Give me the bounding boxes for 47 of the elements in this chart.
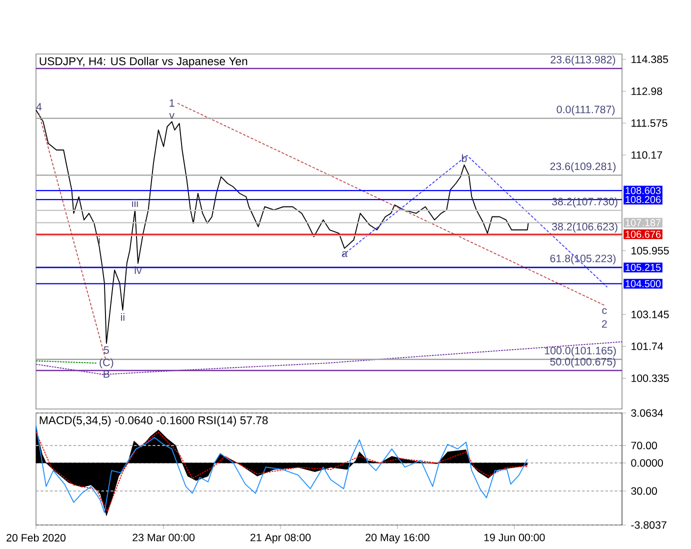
y-tick-label: 103.145 xyxy=(632,310,669,318)
ref-line-label: 104.500 xyxy=(626,280,661,288)
x-tick-label: 20 Feb 2020 xyxy=(6,534,66,542)
x-tick-label: 23 Mar 00:00 xyxy=(132,534,195,542)
y-tick-label: 110.17 xyxy=(632,151,662,159)
annotation: 0.0(111.787) xyxy=(556,105,615,116)
y2-tick-label: 30.00 xyxy=(631,487,658,495)
y-tick-label: -3.8037 xyxy=(631,521,666,529)
ref-line-label: 107.187 xyxy=(626,219,661,226)
ref-line-label: 108.603 xyxy=(626,187,661,194)
annotation: a xyxy=(342,251,348,258)
annotation: i xyxy=(98,236,100,244)
ref-line-label: 105.215 xyxy=(626,264,661,272)
annotation: c xyxy=(602,308,607,314)
y-tick-label: 100.335 xyxy=(632,374,669,382)
x-tick-label: 19 Jun 00:00 xyxy=(484,534,545,542)
annotation: ii xyxy=(121,312,124,321)
annotation: 100.0(101.165) xyxy=(544,346,616,356)
annotation: 50.0(100.675) xyxy=(550,358,616,368)
annotation: 38.2(106.623) xyxy=(552,222,618,233)
annotation: 1 xyxy=(170,99,174,107)
ref-line-label: 106.676 xyxy=(626,230,661,238)
annotation: 23.6(109.281) xyxy=(550,162,616,172)
annotation: (C) xyxy=(100,358,114,368)
y-tick-label: 112.98 xyxy=(632,87,662,95)
annotation: 61.8(105.223) xyxy=(550,254,616,264)
x-tick-label: 20 May 16:00 xyxy=(366,534,430,544)
y-tick-label: 114.385 xyxy=(632,56,668,64)
chart-title: MACD(5,34,5) -0.0640 -0.1600 RSI(14) 57.78 xyxy=(40,416,268,426)
y2-tick-label: 70.00 xyxy=(631,442,658,450)
annotation: iii xyxy=(132,199,138,207)
annotation: 5 xyxy=(104,346,109,354)
y-tick-label: 3.0634 xyxy=(631,409,664,417)
annotation: v xyxy=(169,113,174,119)
chart-title: USDJPY, H4: US Dollar vs Japanese Yen xyxy=(40,56,248,68)
ref-line-label: 108.206 xyxy=(626,196,661,204)
annotation: b xyxy=(462,154,467,162)
annotation: 23.6(113.982) xyxy=(550,56,616,66)
y-tick-label: 111.575 xyxy=(632,119,668,127)
annotation: 4 xyxy=(36,103,42,111)
annotation: iv xyxy=(134,266,142,274)
y-tick-label: 105.955 xyxy=(632,246,669,254)
annotation: 38.2(107.730) xyxy=(552,198,618,208)
annotation: 2 xyxy=(602,320,607,328)
y-tick-label: 0.0000 xyxy=(631,459,663,467)
y-tick-label: 101.74 xyxy=(632,342,664,350)
x-tick-label: 21 Apr 08:00 xyxy=(250,534,311,544)
